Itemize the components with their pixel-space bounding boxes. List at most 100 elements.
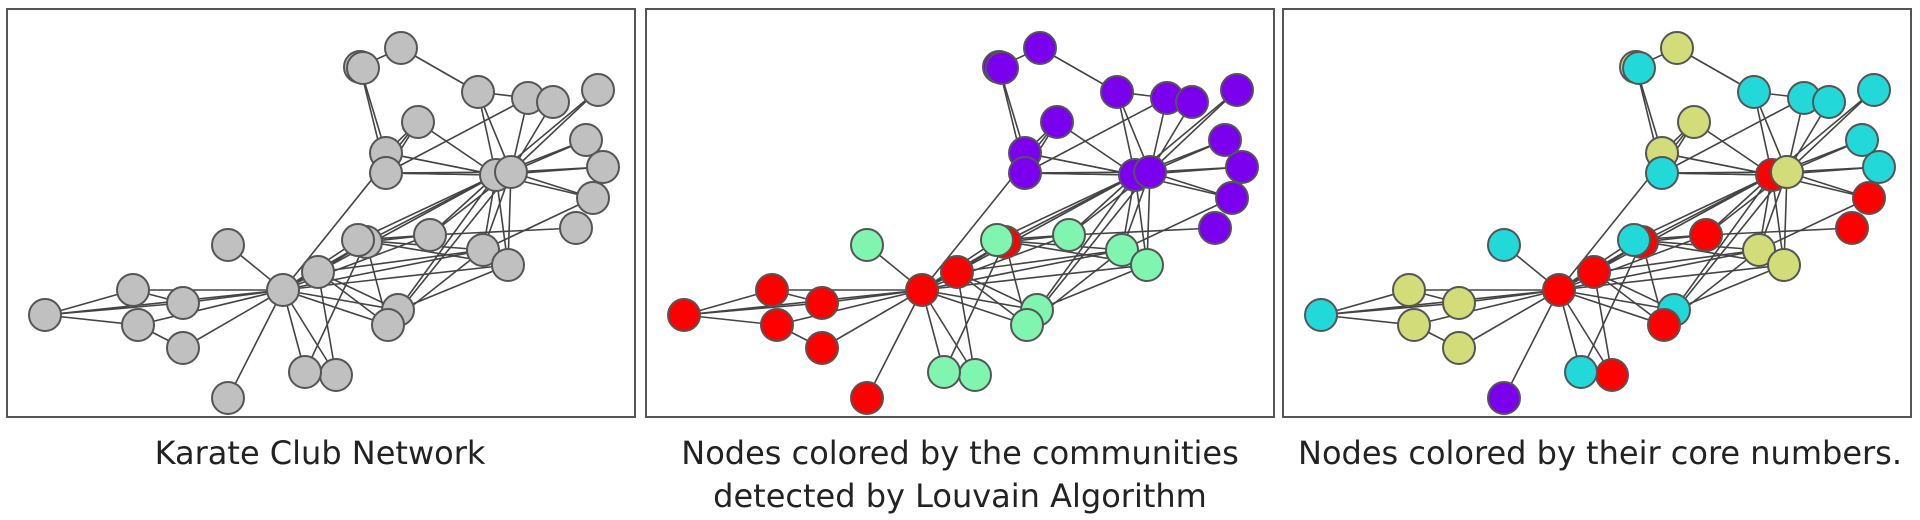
node xyxy=(536,85,570,119)
edge xyxy=(1661,172,1773,176)
node xyxy=(1198,211,1232,245)
node xyxy=(1835,211,1869,245)
node xyxy=(1737,75,1771,109)
edge xyxy=(1786,89,1875,173)
network-graph-core xyxy=(1304,31,1896,415)
node xyxy=(1220,73,1254,107)
node xyxy=(559,211,593,245)
caption-karate-network: Karate Club Network xyxy=(154,434,486,472)
node xyxy=(1215,181,1249,215)
node xyxy=(755,273,789,307)
node xyxy=(1770,155,1804,189)
node xyxy=(494,155,528,189)
edge xyxy=(1413,289,1560,326)
node xyxy=(1689,218,1723,252)
node xyxy=(341,223,375,257)
node xyxy=(1392,273,1426,307)
edge xyxy=(921,289,1038,311)
node xyxy=(581,73,615,107)
node xyxy=(1100,75,1134,109)
plain-nodes xyxy=(28,31,620,415)
edge xyxy=(227,289,284,399)
edge xyxy=(1024,152,1136,176)
node xyxy=(805,331,839,365)
node xyxy=(985,51,1019,85)
edge xyxy=(1068,227,1216,236)
node xyxy=(1767,248,1801,282)
edge xyxy=(282,289,399,311)
node xyxy=(1225,150,1259,184)
node xyxy=(1304,298,1338,332)
network-graph-plain xyxy=(28,31,620,415)
node xyxy=(371,308,405,342)
core-nodes xyxy=(1304,31,1896,415)
node xyxy=(1208,123,1242,157)
node xyxy=(1487,381,1521,415)
edge xyxy=(397,174,497,311)
edge xyxy=(996,174,1136,241)
node xyxy=(1040,105,1074,139)
edge xyxy=(1673,174,1773,311)
edge xyxy=(866,289,923,399)
node xyxy=(1175,85,1209,119)
edge xyxy=(1661,97,1805,174)
edge xyxy=(943,241,1006,373)
node xyxy=(266,273,300,307)
node xyxy=(1857,73,1891,107)
edge xyxy=(1149,89,1238,173)
edge xyxy=(1558,289,1675,311)
edge xyxy=(1121,197,1233,251)
edge xyxy=(1633,174,1773,241)
node xyxy=(576,181,610,215)
node xyxy=(1052,218,1086,252)
node xyxy=(491,248,525,282)
node xyxy=(1645,156,1679,190)
edge xyxy=(385,152,497,176)
node xyxy=(211,381,245,415)
edge xyxy=(1580,241,1643,373)
node xyxy=(1008,156,1042,190)
network-graph-louvain xyxy=(667,31,1259,415)
node xyxy=(461,75,495,109)
node xyxy=(1617,223,1651,257)
edge xyxy=(1503,289,1560,399)
edge xyxy=(482,197,594,251)
louvain-nodes xyxy=(667,31,1259,415)
edge xyxy=(821,289,923,349)
edge xyxy=(1593,174,1773,273)
node xyxy=(384,31,418,65)
node xyxy=(1852,181,1886,215)
node xyxy=(466,233,500,267)
node xyxy=(1442,331,1476,365)
node xyxy=(1660,31,1694,65)
edge xyxy=(1661,152,1773,176)
node xyxy=(805,286,839,320)
node xyxy=(1023,31,1057,65)
node xyxy=(121,308,155,342)
node xyxy=(1647,308,1681,342)
edge xyxy=(44,289,284,316)
node xyxy=(369,156,403,190)
caption-louvain-communities: Nodes colored by the communities detecte… xyxy=(681,434,1239,515)
node xyxy=(1542,273,1576,307)
node xyxy=(1812,85,1846,119)
panel-core-numbers xyxy=(1282,8,1912,418)
edge xyxy=(1036,174,1136,311)
edge xyxy=(429,227,577,236)
node xyxy=(1845,123,1879,157)
edge xyxy=(1758,197,1870,251)
node xyxy=(1105,233,1139,267)
edge xyxy=(317,174,497,273)
node xyxy=(1397,308,1431,342)
node xyxy=(1133,155,1167,189)
node xyxy=(586,150,620,184)
node xyxy=(319,358,353,392)
caption-core-numbers: Nodes colored by their core numbers. xyxy=(1298,434,1902,472)
node xyxy=(1487,228,1521,262)
node xyxy=(1130,248,1164,282)
node xyxy=(850,228,884,262)
node xyxy=(346,51,380,85)
edge xyxy=(357,174,497,241)
node xyxy=(905,273,939,307)
node xyxy=(760,308,794,342)
